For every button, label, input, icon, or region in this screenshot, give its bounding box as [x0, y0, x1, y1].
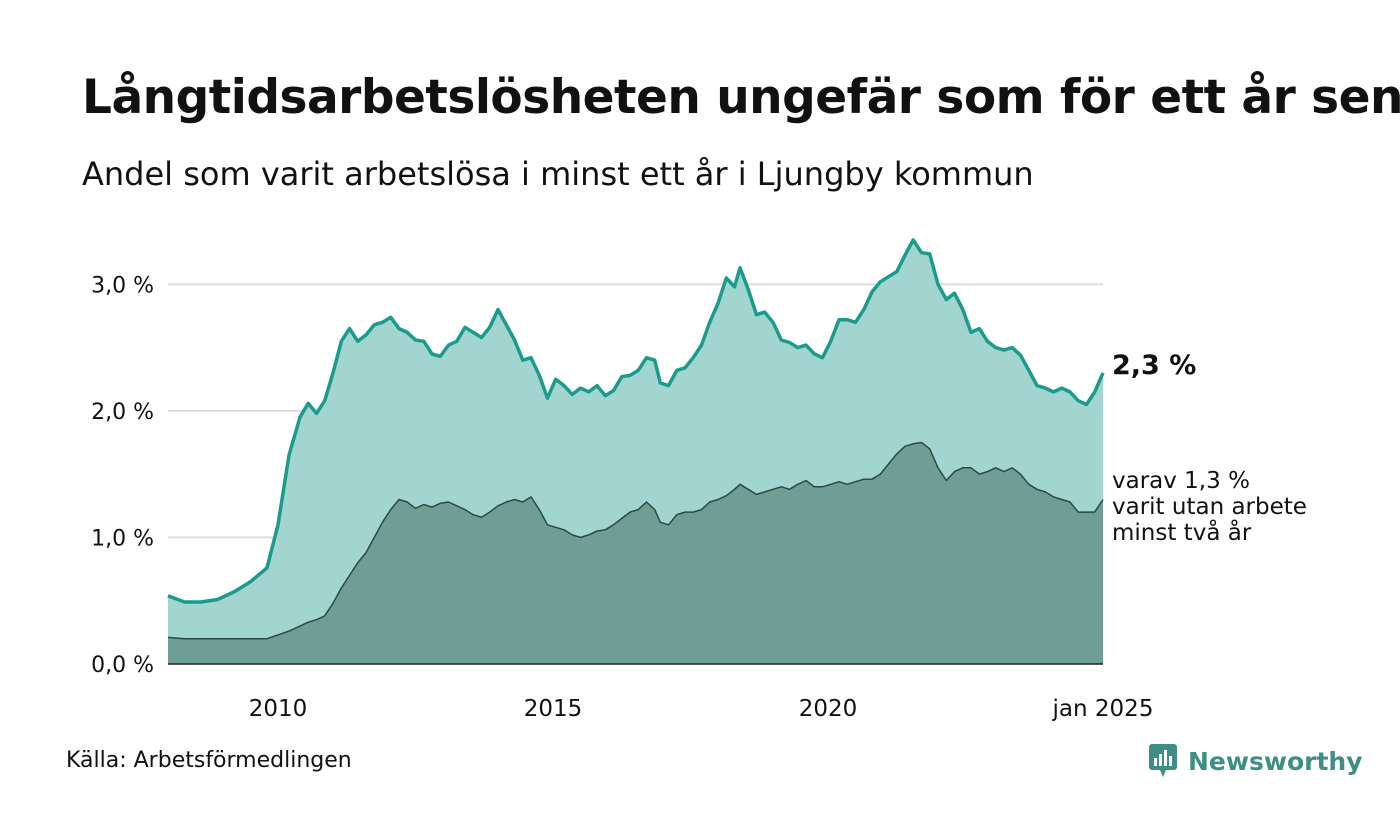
- two-year-area: [168, 442, 1103, 664]
- two-year-line: [167, 441, 1104, 640]
- annotation-line: varav 1,3 %: [1112, 468, 1250, 494]
- chart-subtitle: Andel som varit arbetslösa i minst ett å…: [82, 155, 1034, 193]
- newsworthy-icon: [1149, 744, 1177, 777]
- x-tick-label: 2015: [524, 696, 583, 722]
- x-tick-label: 2010: [249, 696, 308, 722]
- latest-sub-annotation: varav 1,3 % varit utan arbete minst två …: [1112, 468, 1307, 546]
- source-note: Källa: Arbetsförmedlingen: [66, 748, 352, 773]
- x-tick-label: jan 2025: [1052, 696, 1154, 722]
- y-tick-label: 1,0 %: [91, 526, 154, 551]
- annotation-line: varit utan arbete: [1112, 494, 1307, 520]
- y-tick-label: 0,0 %: [91, 653, 154, 678]
- x-tick-label: 2020: [799, 696, 858, 722]
- area-series: [167, 238, 1105, 664]
- total-line: [167, 238, 1105, 604]
- latest-total-label: 2,3 %: [1112, 350, 1197, 381]
- axes: 0,0 % 1,0 % 2,0 % 3,0 % 2010 2015 2020 jan 2025: [91, 273, 1153, 722]
- brand-logo[interactable]: Newsworthy: [1148, 743, 1363, 779]
- annotation-line: minst två år: [1112, 520, 1252, 546]
- chart-title: Långtidsarbetslösheten ungefär som för e…: [82, 70, 1400, 125]
- y-tick-label: 2,0 %: [91, 400, 154, 425]
- brand-name: Newsworthy: [1188, 746, 1363, 776]
- y-tick-label: 3,0 %: [91, 273, 154, 298]
